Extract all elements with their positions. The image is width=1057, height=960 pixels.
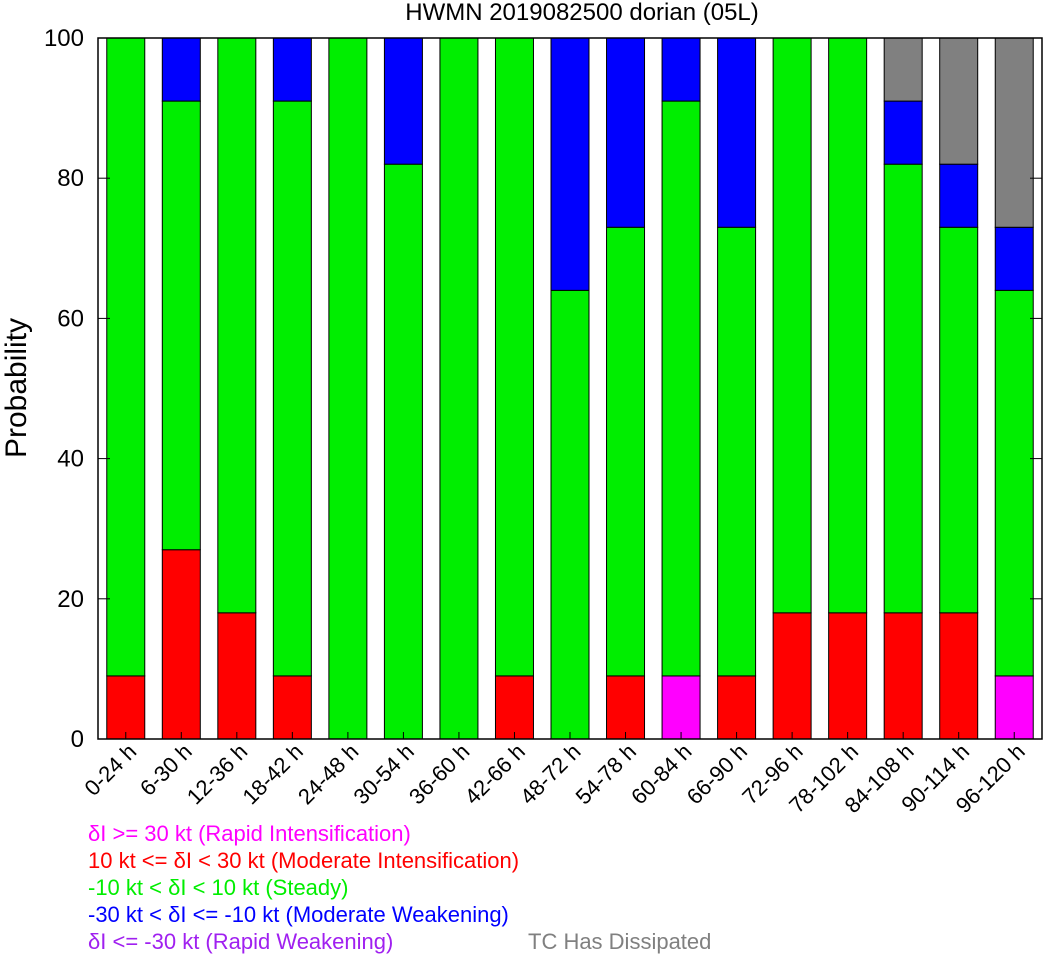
bars-group [106,37,1034,740]
bar-segment-90-114-h-s2 [939,226,979,614]
bar-segment-24-48-h-s2 [328,37,368,740]
x-tick-label: 30-54 h [349,739,419,809]
legend: δI >= 30 kt (Rapid Intensification) 10 k… [88,820,711,955]
bar-segment-66-90-h-s2 [717,226,757,677]
bar-segment-84-108-h-s3 [883,100,923,165]
bar-segment-18-42-h-s1 [272,675,312,740]
bar-segment-60-84-h-s2 [661,100,701,677]
bar-segment-96-120-h-s2 [994,289,1034,677]
chart-title: HWMN 2019082500 dorian (05L) [405,0,759,26]
x-tick-label: 48-72 h [515,739,585,809]
bar-segment-60-84-h-s0 [661,675,701,740]
bar-segment-84-108-h-s5 [883,37,923,102]
legend-item-rapid-weakening: δI <= -30 kt (Rapid Weakening) [88,929,394,954]
bar-segment-66-90-h-s3 [717,37,757,228]
bar-segment-96-120-h-s5 [994,37,1034,228]
legend-item-rapid-intensification: δI >= 30 kt (Rapid Intensification) [88,821,411,846]
bar-segment-96-120-h-s3 [994,226,1034,291]
bar-segment-72-96-h-s1 [772,612,812,740]
bar-segment-18-42-h-s2 [272,100,312,677]
bar-segment-48-72-h-s2 [550,289,590,740]
bar-segment-6-30-h-s2 [161,100,201,551]
legend-item-moderate-intensification: 10 kt <= δI < 30 kt (Moderate Intensific… [88,848,520,873]
bar-segment-18-42-h-s3 [272,37,312,102]
bar-segment-30-54-h-s2 [383,163,423,740]
y-tick-label: 40 [57,446,84,473]
legend-item-dissipated: TC Has Dissipated [528,929,712,954]
bar-segment-84-108-h-s1 [883,612,923,740]
y-tick-label: 100 [44,25,84,52]
bar-segment-54-78-h-s2 [606,226,646,677]
bar-segment-84-108-h-s2 [883,163,923,614]
bar-segment-60-84-h-s3 [661,37,701,102]
bar-segment-72-96-h-s2 [772,37,812,614]
bar-segment-78-102-h-s1 [828,612,868,740]
x-tick-label: 54-78 h [571,739,641,809]
plot-frame [97,37,1043,740]
bar-segment-6-30-h-s1 [161,549,201,740]
bar-segment-78-102-h-s2 [828,37,868,614]
x-tick-label: 0-24 h [80,739,142,801]
legend-item-steady: -10 kt < δI < 10 kt (Steady) [88,875,349,900]
bar-segment-6-30-h-s3 [161,37,201,102]
bar-segment-36-60-h-s2 [439,37,479,740]
x-tick-label: 36-60 h [404,739,474,809]
y-tick-label: 0 [71,726,84,753]
x-tick-label: 60-84 h [626,739,696,809]
x-tick-label: 12-36 h [182,739,252,809]
bar-segment-12-36-h-s2 [217,37,257,614]
y-axis-label: Probability [0,318,33,458]
y-tick-label: 80 [57,165,84,192]
x-tick-label: 24-48 h [293,739,363,809]
x-tick-label: 66-90 h [682,739,752,809]
bar-segment-48-72-h-s3 [550,37,590,291]
bar-segment-30-54-h-s3 [383,37,423,165]
legend-item-moderate-weakening: -30 kt < δI <= -10 kt (Moderate Weakenin… [88,902,509,927]
y-tick-label: 20 [57,586,84,613]
bar-segment-66-90-h-s1 [717,675,757,740]
x-tick-label: 42-66 h [460,739,530,809]
bar-segment-54-78-h-s1 [606,675,646,740]
bar-segment-42-66-h-s1 [494,675,534,740]
bar-segment-54-78-h-s3 [606,37,646,228]
bar-segment-90-114-h-s1 [939,612,979,740]
bar-segment-42-66-h-s2 [494,37,534,677]
bar-segment-0-24-h-s2 [106,37,146,677]
bar-segment-12-36-h-s1 [217,612,257,740]
bar-segment-90-114-h-s3 [939,163,979,228]
x-tick-label: 18-42 h [237,739,307,809]
y-tick-label: 60 [57,305,84,332]
bar-segment-0-24-h-s1 [106,675,146,740]
bar-segment-96-120-h-s0 [994,675,1034,740]
bar-segment-90-114-h-s5 [939,37,979,165]
